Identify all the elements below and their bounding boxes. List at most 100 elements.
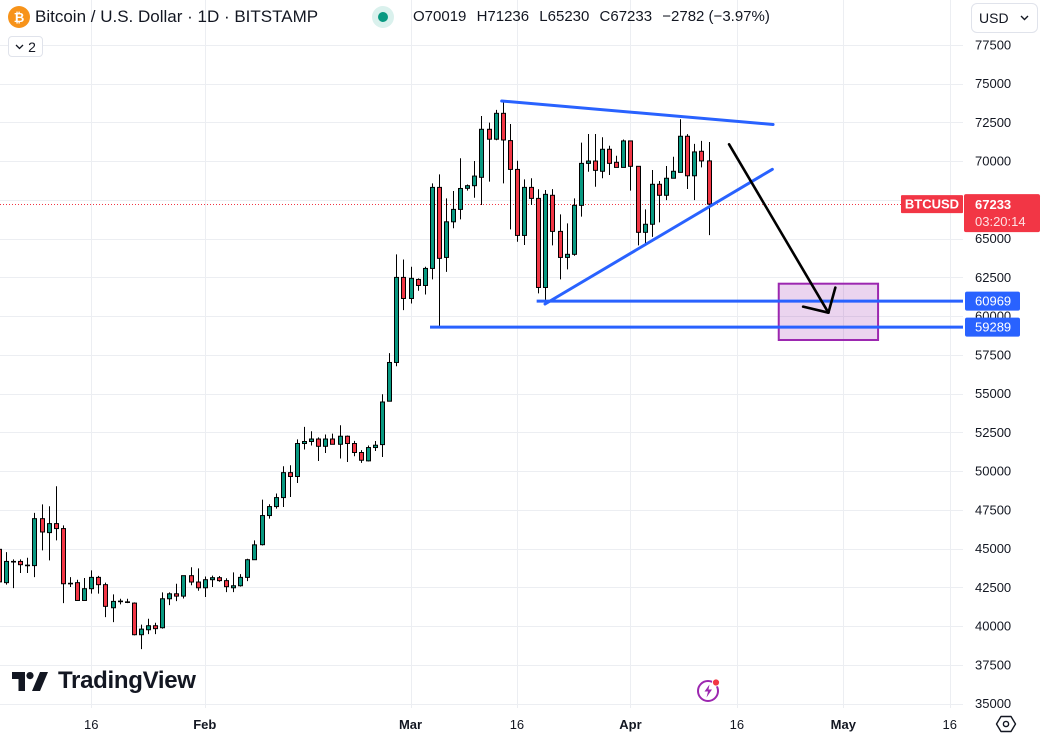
candle — [550, 189, 555, 246]
bitcoin-icon: ₿ — [8, 6, 30, 28]
candle — [515, 160, 520, 242]
candle — [643, 209, 648, 246]
candle — [416, 278, 421, 291]
price-axis-label: 50000 — [975, 464, 1011, 479]
candle — [572, 198, 577, 256]
candle — [437, 174, 442, 328]
last-price-value: 67233 — [975, 197, 1011, 212]
price-axis-label: 55000 — [975, 386, 1011, 401]
market-open-icon[interactable] — [372, 6, 394, 28]
candle — [54, 486, 59, 541]
candle — [387, 353, 392, 402]
time-axis[interactable]: 16 Feb Mar 16 Apr 16 May 16 — [84, 717, 957, 732]
candle — [40, 504, 45, 551]
symbol-header[interactable]: ₿ Bitcoin / U.S. Dollar · 1D · BITSTAMP — [8, 6, 318, 28]
candle — [260, 499, 265, 546]
price-axis-label: 37500 — [975, 657, 1011, 672]
price-change: −2782 (−3.97%) — [662, 8, 770, 25]
candlestick-series — [0, 101, 712, 650]
market-status-dot — [378, 12, 388, 22]
candle — [153, 622, 158, 635]
candle — [61, 525, 66, 604]
candle — [536, 189, 541, 294]
symbol-tag: BTCUSD — [901, 195, 963, 214]
candle — [465, 184, 470, 191]
candle — [167, 592, 172, 606]
candle — [160, 592, 165, 629]
candle — [224, 578, 229, 593]
forecast-arrow[interactable] — [727, 143, 837, 314]
ohlc-high: H71236 — [477, 8, 530, 25]
price-axis-label: 62500 — [975, 270, 1011, 285]
candle — [657, 181, 662, 223]
candle — [174, 583, 179, 602]
candle — [479, 115, 484, 206]
price-axis-label: 57500 — [975, 347, 1011, 362]
price-axis-label: 72500 — [975, 115, 1011, 130]
candle — [111, 594, 116, 623]
candle — [217, 575, 222, 582]
candle — [494, 109, 499, 141]
candle — [558, 214, 563, 280]
lightning-icon[interactable] — [696, 677, 722, 703]
candle — [231, 572, 236, 593]
low-value: 65230 — [547, 8, 590, 25]
level-price-value: 59289 — [975, 320, 1011, 335]
time-axis-label: May — [831, 717, 857, 732]
bar-countdown: 03:20:14 — [975, 214, 1026, 229]
candle — [529, 178, 534, 206]
candle — [4, 552, 9, 585]
candle — [118, 598, 123, 605]
symbol-title[interactable]: Bitcoin / U.S. Dollar · 1D · BITSTAMP — [35, 7, 319, 26]
support-trendline[interactable] — [543, 167, 774, 306]
candle — [345, 435, 350, 462]
candle — [210, 575, 215, 587]
candle — [628, 140, 633, 191]
time-axis-label: 16 — [942, 717, 956, 732]
indicators-toggle-button[interactable]: 2 — [8, 36, 43, 57]
price-axis-label: 42500 — [975, 580, 1011, 595]
price-axis-label: 40000 — [975, 619, 1011, 634]
price-axis[interactable]: 7750075000725007000067500650006250060000… — [975, 38, 1011, 711]
candle — [75, 579, 80, 601]
candle — [394, 254, 399, 367]
price-axis-label: 52500 — [975, 425, 1011, 440]
candle — [600, 137, 605, 179]
candle — [281, 466, 286, 508]
high-label: H — [476, 8, 488, 25]
currency-select[interactable]: USD — [971, 3, 1038, 33]
candle — [103, 582, 108, 618]
drawings-layer[interactable] — [430, 99, 963, 341]
candle — [501, 101, 506, 184]
candle — [302, 426, 307, 450]
ohlc-close: C67233 — [600, 8, 653, 25]
candle — [621, 139, 626, 168]
candle — [309, 431, 314, 446]
high-value: 71236 — [487, 8, 530, 25]
ohlc-legend: O70019 H71236 L65230 C67233 −2782 (−3.97… — [413, 7, 770, 27]
price-axis-label: 65000 — [975, 231, 1011, 246]
candle — [664, 166, 669, 201]
candle — [267, 504, 272, 519]
candle — [380, 394, 385, 457]
candle — [252, 540, 257, 561]
candle — [579, 142, 584, 217]
time-axis-label: Feb — [193, 717, 216, 732]
candle — [685, 134, 690, 189]
candle — [636, 165, 641, 246]
symbol-tag-label: BTCUSD — [905, 197, 959, 212]
level-price-tag: 59289 — [965, 317, 1020, 337]
candle — [586, 133, 591, 172]
price-axis-label: 35000 — [975, 696, 1011, 711]
candle — [288, 465, 293, 497]
price-axis-label: 77500 — [975, 38, 1011, 53]
ohlc-low: L65230 — [539, 8, 589, 25]
indicators-count: 2 — [28, 38, 36, 55]
candle — [522, 179, 527, 246]
candle — [409, 266, 414, 304]
resistance-trendline[interactable] — [500, 99, 775, 126]
gear-icon[interactable] — [995, 713, 1017, 735]
candle — [366, 445, 371, 462]
tradingview-branding[interactable]: TradingView — [12, 667, 196, 694]
